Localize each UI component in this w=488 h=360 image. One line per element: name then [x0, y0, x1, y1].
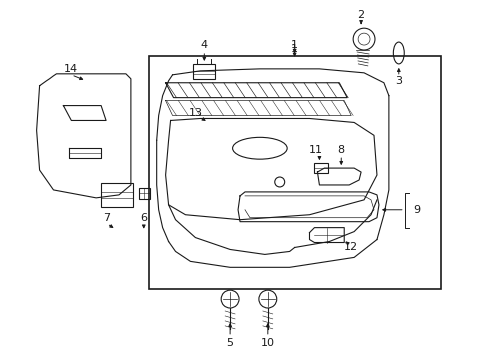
Text: 4: 4 [201, 40, 207, 50]
Bar [101, 183, 133, 207]
Text: 3: 3 [394, 76, 402, 86]
Text: 10: 10 [260, 338, 274, 348]
Text: 6: 6 [140, 213, 147, 223]
Text: 8: 8 [337, 145, 344, 155]
Text: 1: 1 [290, 40, 298, 50]
Text: 13: 13 [188, 108, 202, 117]
Bar [148, 56, 441, 289]
Text: 12: 12 [344, 243, 358, 252]
Bar [193, 64, 215, 79]
Text: 11: 11 [308, 145, 322, 155]
Text: 5: 5 [226, 338, 233, 348]
Bar [139, 188, 149, 199]
Text: 14: 14 [64, 64, 78, 74]
Text: 2: 2 [357, 10, 364, 20]
Text: 1: 1 [290, 44, 298, 54]
Bar [314, 163, 327, 173]
Text: 9: 9 [412, 205, 419, 215]
Text: 7: 7 [103, 213, 110, 223]
